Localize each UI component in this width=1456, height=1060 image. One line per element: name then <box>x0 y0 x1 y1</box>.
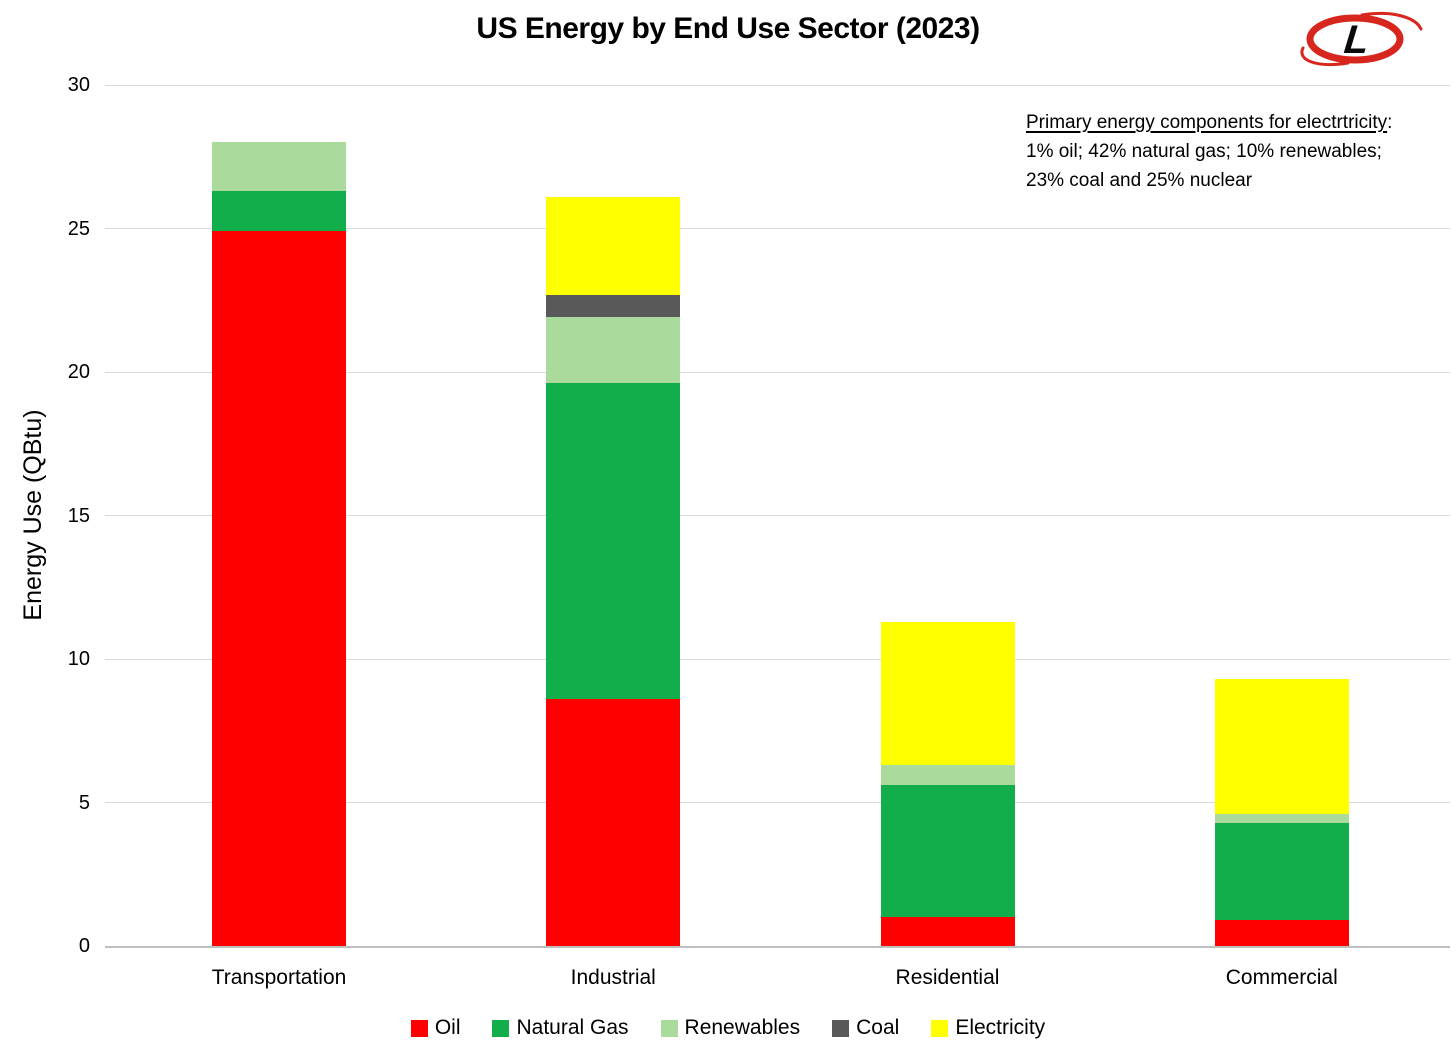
bar-segment-residential-electricity <box>880 621 1015 766</box>
legend-swatch-renewables <box>660 1019 678 1037</box>
x-category-label-residential: Residential <box>895 966 1000 989</box>
bar-segment-transportation-natural-gas <box>212 191 346 232</box>
legend: Oil Natural Gas Renewables Coal Electricity <box>0 1016 1456 1040</box>
y-tick-label-25: 25 <box>67 217 90 240</box>
annotation-line-3: 23% coal and 25% nuclear <box>1026 170 1253 191</box>
legend-label-natural-gas: Natural Gas <box>516 1016 629 1039</box>
legend-label-oil: Oil <box>434 1016 461 1039</box>
bar-segment-residential-oil <box>880 917 1015 946</box>
y-tick-label-30: 30 <box>67 74 90 96</box>
annotation-heading: Primary energy components for electrtric… <box>1026 112 1388 133</box>
legend-swatch-electricity <box>931 1019 949 1037</box>
x-category-label-transportation: Transportation <box>211 966 347 989</box>
annotation-line-2: 1% oil; 42% natural gas; 10% renewables; <box>1026 141 1382 162</box>
logo-ring <box>1306 14 1404 64</box>
bar-segment-residential-natural-gas <box>880 785 1015 918</box>
x-category-label-industrial: Industrial <box>570 966 656 989</box>
legend-label-renewables: Renewables <box>684 1016 801 1039</box>
legend-label-coal: Coal <box>856 1016 900 1039</box>
bar-segment-industrial-natural-gas <box>546 383 681 700</box>
gridline-y-10 <box>105 658 1450 660</box>
gridline-y-25 <box>105 228 1450 229</box>
bar-segment-transportation-renewables <box>212 142 346 192</box>
logo-swoosh-top <box>1360 11 1423 31</box>
bar-segment-industrial-coal <box>546 294 681 318</box>
bar-segment-industrial-electricity <box>546 196 681 295</box>
legend-swatch-natural-gas <box>492 1019 510 1037</box>
gridline-y-30 <box>105 84 1450 86</box>
legend-item-coal: Coal <box>832 1016 899 1040</box>
y-tick-label-5: 5 <box>78 791 90 814</box>
logo-letter: L <box>1342 18 1371 62</box>
bar-segment-commercial-electricity <box>1214 679 1349 814</box>
bar-segment-commercial-oil <box>1214 920 1349 946</box>
bar-segment-commercial-renewables <box>1214 813 1349 823</box>
annotation-heading-line: Primary energy components for electrtric… <box>1026 108 1456 137</box>
chart-title: US Energy by End Use Sector (2023) <box>476 12 980 45</box>
gridline-y-5 <box>105 802 1450 803</box>
logo-swoosh-bottom <box>1300 46 1350 67</box>
y-tick-label-20: 20 <box>67 361 90 383</box>
gridline-y-15 <box>105 515 1450 516</box>
y-tick-label-0: 0 <box>78 935 90 957</box>
bar-segment-commercial-natural-gas <box>1214 822 1349 921</box>
x-axis-line <box>105 946 1450 948</box>
legend-item-natural-gas: Natural Gas <box>492 1016 629 1040</box>
y-tick-label-15: 15 <box>67 504 90 527</box>
bar-segment-residential-renewables <box>880 765 1015 786</box>
legend-item-oil: Oil <box>410 1016 461 1040</box>
legend-swatch-coal <box>832 1019 850 1037</box>
annotation-heading-colon: : <box>1387 112 1393 133</box>
bar-segment-transportation-oil <box>212 231 346 946</box>
legend-item-electricity: Electricity <box>931 1016 1045 1040</box>
legend-item-renewables: Renewables <box>660 1016 801 1040</box>
x-category-label-commercial: Commercial <box>1225 966 1338 989</box>
bar-segment-industrial-oil <box>546 699 681 946</box>
legend-label-electricity: Electricity <box>955 1016 1046 1039</box>
bar-segment-industrial-renewables <box>546 317 681 384</box>
legend-swatch-oil <box>410 1019 428 1037</box>
brand-logo: L <box>1300 11 1423 67</box>
gridline-y-20 <box>105 371 1450 373</box>
electricity-annotation: Primary energy components for electrtric… <box>1026 108 1456 195</box>
y-tick-label-10: 10 <box>67 648 90 670</box>
